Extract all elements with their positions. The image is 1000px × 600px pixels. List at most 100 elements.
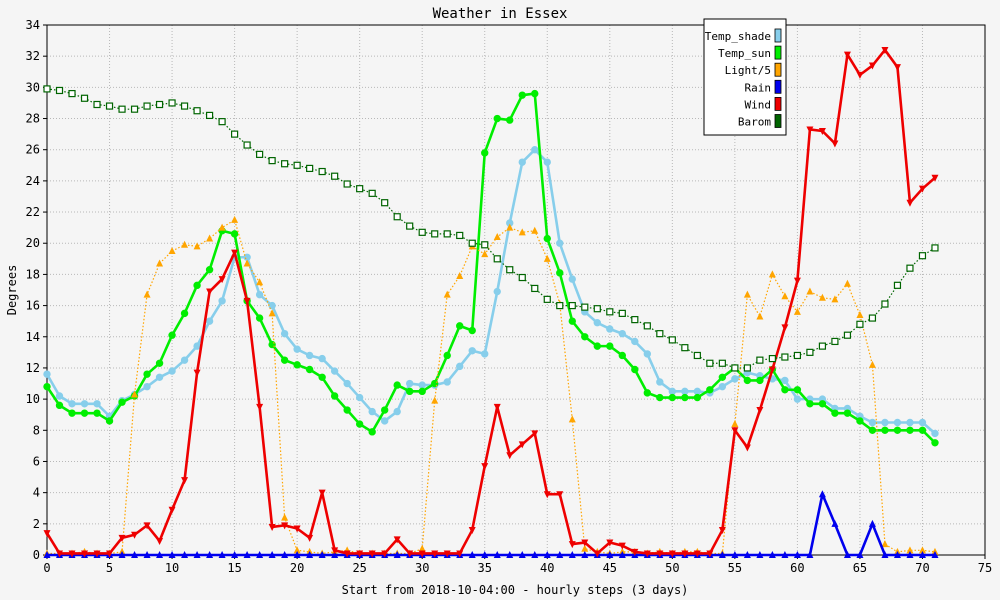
data-point-barom bbox=[781, 353, 789, 361]
data-point-temp-shade bbox=[55, 392, 64, 400]
data-point-wind bbox=[731, 427, 739, 435]
y-tick-label: 0 bbox=[33, 548, 40, 562]
data-point-temp-shade bbox=[405, 379, 414, 388]
data-point-temp-sun bbox=[856, 417, 864, 425]
data-point-temp-sun bbox=[743, 376, 752, 385]
data-point-rain bbox=[156, 551, 164, 558]
data-point-barom bbox=[406, 222, 414, 230]
data-point-temp-shade bbox=[618, 329, 627, 338]
data-point-barom bbox=[281, 160, 289, 168]
data-point-temp-sun bbox=[80, 409, 89, 417]
data-point-wind bbox=[306, 534, 314, 542]
data-point-barom bbox=[618, 309, 626, 317]
data-point-light-5 bbox=[568, 415, 576, 423]
data-point-temp-shade bbox=[681, 387, 689, 396]
data-point-barom bbox=[368, 189, 376, 197]
data-point-rain bbox=[568, 551, 576, 558]
data-point-barom bbox=[643, 322, 651, 330]
legend-swatch-temp-shade bbox=[774, 28, 782, 43]
data-point-light-5 bbox=[806, 287, 814, 295]
data-point-rain bbox=[556, 551, 564, 558]
data-point-temp-sun bbox=[230, 230, 239, 238]
data-point-barom bbox=[256, 150, 264, 158]
data-point-barom bbox=[180, 102, 189, 110]
data-point-temp-shade bbox=[68, 400, 76, 408]
data-point-light-5 bbox=[793, 307, 801, 315]
data-point-temp-sun bbox=[506, 116, 514, 124]
legend-swatch-light-5 bbox=[774, 62, 782, 77]
data-point-temp-sun bbox=[881, 426, 889, 434]
data-point-wind bbox=[106, 550, 114, 558]
y-tick-label: 24 bbox=[26, 174, 40, 188]
data-point-rain bbox=[893, 551, 901, 558]
data-point-light-5 bbox=[506, 223, 514, 231]
data-point-wind bbox=[406, 550, 414, 558]
data-point-temp-sun bbox=[718, 373, 727, 381]
data-point-barom bbox=[381, 199, 389, 207]
data-point-temp-sun bbox=[143, 370, 151, 378]
data-point-rain bbox=[731, 551, 739, 558]
data-point-temp-shade bbox=[693, 387, 702, 396]
data-point-barom bbox=[706, 359, 714, 367]
legend-swatch-temp-sun bbox=[774, 45, 782, 60]
data-point-rain bbox=[756, 551, 764, 558]
x-tick-label: 70 bbox=[915, 561, 929, 575]
x-tick-label: 10 bbox=[165, 561, 179, 575]
y-tick-label: 8 bbox=[33, 423, 40, 437]
data-point-light-5 bbox=[781, 292, 789, 300]
x-tick-label: 60 bbox=[790, 561, 804, 575]
data-point-temp-sun bbox=[606, 342, 614, 350]
data-point-rain bbox=[318, 551, 326, 558]
data-point-barom bbox=[693, 351, 701, 360]
data-point-barom bbox=[893, 281, 902, 289]
data-point-temp-sun bbox=[693, 393, 702, 402]
data-point-light-5 bbox=[243, 259, 251, 267]
data-point-light-5 bbox=[281, 513, 289, 521]
data-point-light-5 bbox=[906, 546, 914, 554]
data-point-wind bbox=[318, 489, 326, 497]
data-point-rain bbox=[906, 551, 914, 558]
data-point-barom bbox=[268, 157, 276, 165]
data-point-wind bbox=[456, 550, 464, 558]
data-point-rain bbox=[243, 551, 251, 558]
data-point-barom bbox=[568, 301, 576, 310]
x-tick-label: 20 bbox=[290, 561, 304, 575]
data-point-rain bbox=[43, 551, 51, 558]
data-point-rain bbox=[518, 551, 526, 558]
legend-swatch-rain bbox=[774, 79, 782, 94]
x-tick-label: 30 bbox=[415, 561, 429, 575]
data-point-temp-sun bbox=[380, 406, 389, 414]
data-point-wind bbox=[43, 530, 51, 538]
data-point-wind bbox=[618, 542, 626, 550]
data-point-wind bbox=[243, 297, 251, 305]
data-point-rain bbox=[831, 519, 839, 527]
y-tick-label: 4 bbox=[33, 486, 40, 500]
data-point-temp-sun bbox=[255, 314, 264, 322]
y-tick-label: 22 bbox=[26, 205, 40, 219]
x-tick-label: 50 bbox=[665, 561, 679, 575]
data-point-wind bbox=[843, 51, 851, 59]
data-point-barom bbox=[518, 273, 526, 282]
y-axis-label: Degrees bbox=[5, 265, 19, 316]
data-point-wind bbox=[531, 430, 539, 438]
data-point-light-5 bbox=[731, 420, 739, 428]
data-point-temp-sun bbox=[343, 406, 351, 414]
data-point-temp-sun bbox=[55, 401, 64, 410]
data-point-barom bbox=[806, 348, 814, 356]
data-point-rain bbox=[256, 551, 264, 558]
series-line-wind bbox=[45, 48, 936, 555]
data-point-temp-sun bbox=[205, 266, 214, 274]
data-point-temp-shade bbox=[255, 290, 264, 299]
data-point-temp-sun bbox=[831, 409, 839, 417]
data-point-rain bbox=[781, 551, 789, 558]
data-point-temp-sun bbox=[180, 309, 189, 318]
data-point-rain bbox=[818, 490, 826, 498]
data-point-wind bbox=[168, 506, 176, 514]
data-point-barom bbox=[581, 303, 589, 311]
data-point-light-5 bbox=[456, 271, 464, 279]
data-point-light-5 bbox=[268, 309, 276, 317]
data-point-temp-shade bbox=[918, 418, 927, 427]
data-point-wind bbox=[868, 62, 876, 70]
data-point-rain bbox=[118, 551, 126, 558]
